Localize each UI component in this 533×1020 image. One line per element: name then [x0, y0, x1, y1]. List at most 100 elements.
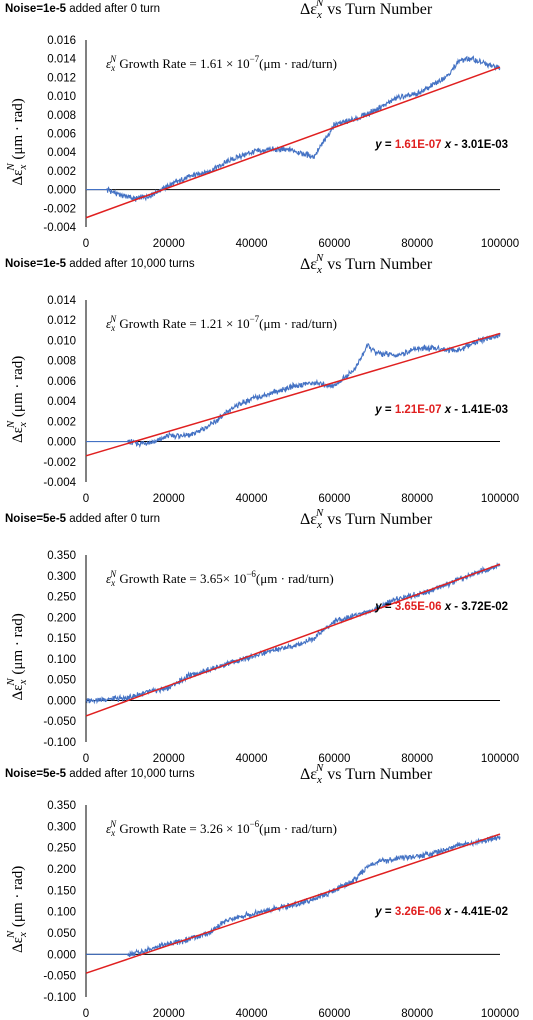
- y-tick-label: 0.250: [47, 843, 76, 855]
- noise-label: Noise=5e-5 added after 0 turn: [5, 513, 160, 525]
- x-tick-label: 20000: [153, 1008, 185, 1020]
- y-tick-label: 0.200: [47, 612, 76, 624]
- y-tick-label: -0.004: [43, 477, 76, 489]
- chart-panel-2: Noise=1e-5 added after 10,000 turns ΔεxN …: [0, 252, 533, 510]
- y-tick-label: -0.050: [43, 971, 76, 983]
- y-tick-label: -0.002: [43, 457, 76, 469]
- y-tick-label: -0.050: [43, 716, 76, 728]
- x-tick-label: 100000: [481, 493, 519, 505]
- y-tick-label: 0.006: [47, 129, 76, 141]
- x-tick-label: 0: [83, 493, 89, 505]
- noise-label: Noise=1e-5 added after 10,000 turns: [5, 258, 195, 270]
- x-tick-label: 100000: [481, 238, 519, 250]
- growth-rate-label: εxN Growth Rate = 3.26 × 10−6(μm · rad/t…: [106, 819, 337, 838]
- y-tick-label: 0.012: [47, 72, 76, 84]
- y-tick-label: 0.004: [47, 147, 76, 159]
- x-tick-label: 60000: [318, 238, 350, 250]
- y-tick-label: 0.100: [47, 907, 76, 919]
- y-tick-label: 0.002: [47, 416, 76, 428]
- y-tick-label: 0.008: [47, 110, 76, 122]
- y-tick-label: 0.300: [47, 571, 76, 583]
- y-tick-label: 0.012: [47, 315, 76, 327]
- growth-rate-label: εxN Growth Rate = 3.65× 10−6(μm · rad/tu…: [106, 569, 334, 588]
- x-tick-label: 0: [83, 1008, 89, 1020]
- y-tick-label: 0.350: [47, 550, 76, 562]
- y-tick-label: 0.250: [47, 592, 76, 604]
- y-tick-label: 0.150: [47, 633, 76, 645]
- y-tick-label: 0.014: [47, 54, 76, 66]
- growth-rate-label: εxN Growth Rate = 1.21 × 10−7(μm · rad/t…: [106, 314, 337, 333]
- x-tick-label: 20000: [153, 238, 185, 250]
- y-tick-label: 0.016: [47, 35, 76, 47]
- x-tick-label: 40000: [236, 238, 268, 250]
- data-series-line: [86, 55, 501, 202]
- noise-label: Noise=5e-5 added after 10,000 turns: [5, 768, 195, 780]
- y-tick-label: 0.010: [47, 335, 76, 347]
- y-tick-label: 0.004: [47, 396, 76, 408]
- y-tick-label: -0.002: [43, 203, 76, 215]
- fit-line: [85, 66, 501, 219]
- fit-equation: y = 1.61E-07 x - 3.01E-03: [374, 139, 508, 151]
- y-tick-label: 0.008: [47, 356, 76, 368]
- chart-svg: Noise=5e-5 added after 10,000 turns ΔεxN …: [5, 762, 519, 1020]
- data-series-line: [86, 834, 501, 957]
- y-axis-label: ΔεxN (μm · rad): [5, 98, 29, 185]
- growth-rate-label: εxN Growth Rate = 1.61 × 10−7(μm · rad/t…: [106, 54, 337, 73]
- y-tick-label: 0.100: [47, 654, 76, 666]
- y-tick-label: -0.100: [43, 992, 76, 1004]
- y-tick-label: 0.014: [47, 295, 76, 307]
- x-tick-label: 40000: [236, 493, 268, 505]
- chart-svg: Noise=1e-5 added after 0 turn ΔεxN vs Tur…: [5, 0, 519, 250]
- y-tick-label: 0.002: [47, 166, 76, 178]
- x-tick-label: 80000: [401, 493, 433, 505]
- y-axis-label: ΔεxN (μm · rad): [5, 866, 29, 953]
- noise-label: Noise=1e-5 added after 0 turn: [5, 3, 160, 15]
- y-tick-label: -0.004: [43, 222, 76, 234]
- x-tick-label: 40000: [236, 1008, 268, 1020]
- y-axis-label: ΔεxN (μm · rad): [5, 356, 29, 443]
- data-series-line: [85, 562, 501, 705]
- fit-equation: y = 3.65E-06 x - 3.72E-02: [374, 601, 508, 613]
- fit-equation: y = 3.26E-06 x - 4.41E-02: [374, 906, 508, 918]
- data-series-line: [86, 333, 501, 449]
- chart-title: ΔεxN vs Turn Number: [300, 0, 433, 21]
- y-tick-label: 0.050: [47, 675, 76, 687]
- y-tick-label: 0.050: [47, 928, 76, 940]
- fit-equation: y = 1.21E-07 x - 1.41E-03: [374, 404, 508, 416]
- x-tick-label: 60000: [318, 493, 350, 505]
- y-tick-label: 0.000: [47, 437, 76, 449]
- x-tick-label: 100000: [481, 753, 519, 765]
- y-tick-label: 0.350: [47, 800, 76, 812]
- fit-line: [85, 563, 501, 717]
- y-tick-label: 0.000: [47, 949, 76, 961]
- fit-line: [85, 332, 501, 457]
- chart-panel-4: Noise=5e-5 added after 10,000 turns ΔεxN …: [0, 762, 533, 1020]
- chart-title: ΔεxN vs Turn Number: [300, 762, 433, 786]
- fit-line: [85, 833, 501, 974]
- x-tick-label: 0: [83, 238, 89, 250]
- chart-svg: Noise=1e-5 added after 10,000 turns ΔεxN …: [5, 252, 519, 505]
- x-tick-label: 80000: [401, 238, 433, 250]
- y-tick-label: 0.200: [47, 864, 76, 876]
- x-tick-label: 20000: [153, 493, 185, 505]
- x-tick-label: 100000: [481, 1008, 519, 1020]
- y-tick-label: 0.300: [47, 821, 76, 833]
- y-axis-label: ΔεxN (μm · rad): [5, 613, 29, 700]
- x-tick-label: 60000: [318, 1008, 350, 1020]
- y-tick-label: 0.006: [47, 376, 76, 388]
- y-tick-label: -0.100: [43, 737, 76, 749]
- chart-svg: Noise=5e-5 added after 0 turn ΔεxN vs Tur…: [5, 507, 519, 765]
- y-tick-label: 0.150: [47, 885, 76, 897]
- x-tick-label: 80000: [401, 753, 433, 765]
- x-tick-label: 60000: [318, 753, 350, 765]
- x-tick-label: 20000: [153, 753, 185, 765]
- y-tick-label: 0.000: [47, 185, 76, 197]
- chart-panel-1: Noise=1e-5 added after 0 turn ΔεxN vs Tur…: [0, 0, 533, 255]
- chart-panel-3: Noise=5e-5 added after 0 turn ΔεxN vs Tur…: [0, 507, 533, 765]
- x-tick-label: 0: [83, 753, 89, 765]
- y-tick-label: 0.000: [47, 695, 76, 707]
- chart-title: ΔεxN vs Turn Number: [300, 507, 433, 531]
- chart-title: ΔεxN vs Turn Number: [300, 252, 433, 276]
- y-tick-label: 0.010: [47, 91, 76, 103]
- x-tick-label: 80000: [401, 1008, 433, 1020]
